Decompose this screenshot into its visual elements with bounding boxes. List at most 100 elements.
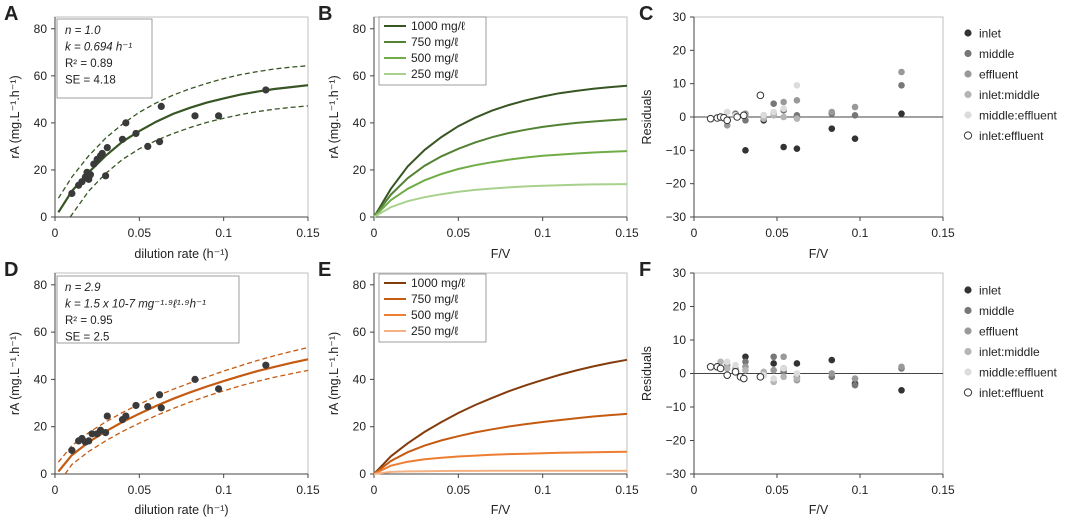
residual-point [742, 147, 749, 154]
panel-letter-f: F [639, 259, 651, 281]
y-tick-label: 60 [34, 69, 48, 83]
y-tick-label: 0 [679, 367, 686, 381]
residual-point [828, 108, 836, 116]
lower-confidence-line [69, 105, 309, 218]
x-tick-label: 0 [52, 226, 59, 240]
y-tick-label: 60 [34, 325, 48, 339]
data-point [191, 112, 199, 120]
residual-point [756, 373, 765, 381]
y-tick-label: 80 [34, 22, 48, 36]
data-point [157, 404, 165, 412]
y-tick-label: 40 [34, 372, 48, 386]
chart-d: 0 0.05 0.1 0.15 0 20 40 60 80 dilution rate (h⁻¹)… [8, 272, 320, 517]
x-tick-label: 0.05 [765, 483, 789, 497]
data-point [262, 361, 270, 369]
y-axis-label-c: Residuals [640, 90, 654, 145]
residual-point [793, 97, 801, 104]
chart-c: 0 0.05 0.1 0.15 −30 −20 −10 0 10 20 30 F/V Residuals… [640, 10, 1057, 261]
data-point [103, 143, 111, 152]
legend-marker [964, 286, 972, 294]
legend-label: effluent [979, 325, 1019, 339]
residual-point [723, 116, 732, 125]
y-tick-label: 0 [359, 467, 366, 481]
residual-point [760, 112, 768, 119]
lower-confidence-line [64, 369, 309, 475]
x-tick-label: 0 [691, 226, 698, 240]
x-tick-label: 0 [691, 483, 698, 497]
fit-line [57, 358, 309, 473]
legend-label: 250 mg/ℓ [411, 67, 458, 81]
residual-point [716, 364, 725, 373]
chart-a: 0 0.05 0.1 0.15 0 20 40 60 80 dilution rate (h⁻¹)… [8, 16, 320, 261]
y-tick-label: 20 [673, 300, 687, 314]
legend-label: effluent [979, 68, 1019, 82]
y-tick-label: 30 [673, 266, 687, 280]
legend-marker [964, 347, 972, 356]
y-tick-label: 60 [353, 325, 367, 339]
y-tick-label: 0 [359, 210, 366, 224]
legend-marker [964, 49, 972, 58]
residual-point [780, 353, 787, 361]
legend-label: 750 mg/ℓ [411, 292, 458, 306]
residual-point [770, 375, 777, 382]
legend-marker [963, 388, 973, 397]
residual-point [898, 110, 905, 117]
y-tick-label: 20 [353, 163, 367, 177]
legend-label: 500 mg/ℓ [411, 308, 458, 322]
residual-point [770, 100, 777, 107]
legend-marker [964, 70, 972, 78]
legend-label: 750 mg/ℓ [411, 35, 458, 49]
legend-label: inlet [979, 27, 1002, 41]
residual-point [793, 375, 801, 382]
residual-point [828, 370, 836, 377]
legend-label: inlet:effluent [979, 386, 1044, 400]
legend-marker [964, 90, 972, 99]
data-point [144, 142, 152, 151]
residual-point [851, 381, 859, 389]
residual-point [742, 366, 749, 374]
y-tick-label: 20 [673, 43, 687, 57]
series-line [373, 183, 628, 218]
y-tick-label: 40 [34, 116, 48, 130]
y-tick-label: 80 [34, 278, 48, 292]
y-tick-label: 0 [40, 467, 47, 481]
x-tick-label: 0 [371, 483, 378, 497]
data-point [215, 385, 223, 393]
x-tick-label: 0.05 [447, 226, 471, 240]
residual-point [733, 113, 741, 121]
data-point [85, 437, 93, 445]
x-tick-label: 0.15 [615, 483, 639, 497]
residual-point [851, 375, 859, 382]
data-point [88, 430, 96, 438]
data-point [118, 135, 127, 143]
residual-point [740, 111, 748, 120]
data-point [155, 138, 164, 146]
x-tick-label: 0.1 [852, 483, 869, 497]
residual-point [851, 103, 859, 111]
residual-point [756, 91, 765, 100]
x-tick-label: 0.15 [296, 226, 320, 240]
residual-point [723, 371, 732, 379]
data-point [122, 119, 130, 127]
residual-point [793, 82, 801, 89]
legend-marker [963, 131, 973, 140]
legend-label: middle [979, 47, 1015, 61]
data-point [132, 129, 140, 138]
residual-point [740, 374, 748, 383]
residual-point [780, 98, 787, 106]
stats-line: n = 2.9 [65, 282, 101, 294]
legend-label: inlet:middle [979, 345, 1040, 359]
x-tick-label: 0.05 [447, 483, 471, 497]
upper-confidence-line [57, 346, 309, 463]
panel-e: E 0 0.05 0.1 0.15 0 20 40 60 80 F/V rA (mg.L⁻¹.h⁻¹… [318, 259, 639, 517]
residual-point [742, 353, 749, 361]
stats-line: k = 1.5 x 10-7 mg⁻¹·⁹ℓ¹·⁹h⁻¹ [65, 299, 206, 311]
residual-point [770, 360, 777, 367]
y-tick-label: −30 [666, 467, 687, 481]
legend-label: middle:effluent [979, 109, 1057, 123]
panel-letter-a: A [4, 3, 18, 25]
legend-marker [964, 306, 972, 315]
x-axis-label-c: F/V [809, 247, 829, 261]
data-point [122, 412, 130, 420]
